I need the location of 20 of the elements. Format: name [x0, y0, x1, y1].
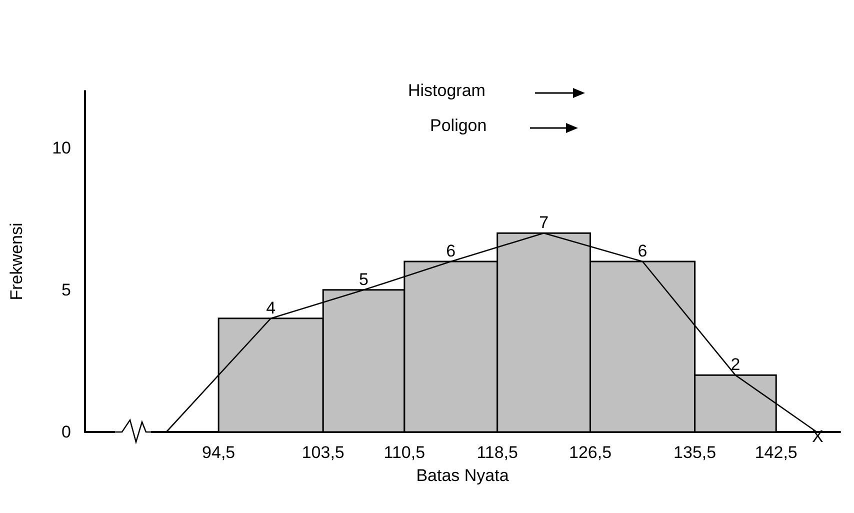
y-tick-label: 10	[52, 138, 71, 158]
x-tick-label: 110,5	[384, 443, 426, 462]
y-tick-label: 5	[62, 280, 71, 300]
x-axis-title: Batas Nyata	[416, 466, 510, 485]
x-tick-label: 135,5	[674, 443, 716, 462]
x-tick-label: 142,5	[754, 443, 798, 462]
annotation: Histogram	[408, 81, 486, 100]
x-tick-label: 103,5	[302, 443, 344, 462]
data-label: 7	[539, 213, 549, 232]
data-label: 6	[638, 242, 648, 260]
data-label: 4	[266, 298, 276, 318]
x-tick-label: 94,5	[202, 443, 236, 462]
y-axis-title: Frekwensi	[7, 222, 26, 300]
annotation: Poligon	[430, 116, 487, 135]
y-tick-label: 0	[62, 422, 71, 442]
data-label: 6	[446, 242, 456, 260]
x-tick-label: 118,5	[476, 443, 518, 462]
data-label: 2	[730, 355, 740, 374]
data-label: 5	[359, 270, 369, 289]
x-tick-label: 126,5	[568, 443, 612, 462]
